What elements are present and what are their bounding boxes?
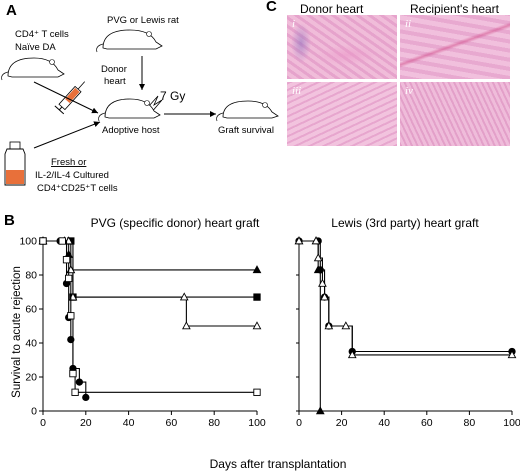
adoptive-host-rat-icon xyxy=(98,98,161,122)
series-line-filled-circle xyxy=(299,240,512,353)
cd4-label-2: Naïve DA xyxy=(15,42,56,53)
histology-image-i: i xyxy=(287,15,397,79)
data-point-open-triangle xyxy=(182,321,191,330)
data-point-open-triangle xyxy=(294,236,304,245)
syringe-icon xyxy=(54,81,86,115)
data-point-open-square xyxy=(65,274,73,283)
data-point-open-triangle xyxy=(252,321,262,330)
x-tick-label: 100 xyxy=(503,417,520,429)
adoptive-host-label: Adoptive host xyxy=(102,125,160,136)
data-point-filled-square xyxy=(253,293,261,301)
naive-cells-arrow xyxy=(33,81,99,114)
x-tick-label: 20 xyxy=(80,417,92,429)
x-tick-label: 40 xyxy=(123,417,135,429)
series-line-filled-square xyxy=(43,240,257,298)
series-line-filled-triangle xyxy=(43,240,257,271)
panel-a-schematic: A CD4⁺ T cells Naïve DA PVG or Lewis rat… xyxy=(1,2,279,194)
donor-rat-icon xyxy=(96,29,163,53)
cultured-cells-arrow xyxy=(33,121,101,149)
graft-survival-rat-icon xyxy=(216,100,279,122)
data-point-filled-triangle xyxy=(313,265,323,274)
chart-lewis-title: Lewis (3rd party) heart graft xyxy=(331,216,479,230)
panel-c-letter: C xyxy=(266,0,277,15)
x-tick-label: 100 xyxy=(248,417,266,429)
data-point-open-triangle xyxy=(347,350,357,359)
image-label-i: i xyxy=(292,18,296,30)
x-tick-label: 60 xyxy=(166,417,178,429)
series-line-filled-circle xyxy=(43,240,87,398)
data-point-open-triangle xyxy=(311,236,321,245)
y-axis-label: Survival to acute rejection xyxy=(11,266,23,398)
donor-heart-label-2: heart xyxy=(104,76,126,87)
data-point-open-triangle xyxy=(507,350,517,359)
panel-b-letter: B xyxy=(4,212,15,229)
y-tick-label: 0 xyxy=(31,406,37,418)
data-point-filled-triangle xyxy=(315,406,325,415)
rat-label: PVG or Lewis rat xyxy=(107,15,179,26)
data-point-open-square xyxy=(69,369,77,378)
cultured-label-1: Fresh or xyxy=(51,157,86,168)
culture-flask-icon xyxy=(4,141,26,186)
x-tick-label: 40 xyxy=(378,417,390,429)
y-tick-label: 100 xyxy=(19,236,37,248)
recipient-heart-column-title: Recipient's heart xyxy=(410,2,500,16)
data-point-open-triangle xyxy=(341,321,351,330)
y-tick-label: 60 xyxy=(25,304,37,316)
histology-image-ii: ii xyxy=(400,15,510,79)
cultured-label-3: CD4⁺CD25⁺T cells xyxy=(37,183,118,194)
chart-pvg-title: PVG (specific donor) heart graft xyxy=(91,216,260,230)
image-label-ii: ii xyxy=(405,18,412,30)
data-point-open-square xyxy=(71,388,79,396)
data-point-open-square xyxy=(62,256,71,264)
data-point-open-triangle xyxy=(179,292,189,301)
chart-lewis: Lewis (3rd party) heart graft 0 20 40 60 80 1… xyxy=(294,216,520,429)
y-tick-label: 80 xyxy=(25,270,37,282)
dose-label: 7 Gy xyxy=(160,89,185,103)
cd4-label-1: CD4⁺ T cells xyxy=(15,29,69,40)
histology-image-iii: iii xyxy=(287,82,397,146)
histology-image-iv: iv xyxy=(400,82,510,146)
panel-b-survival-charts: B Survival to acute rejection Days after… xyxy=(4,212,520,471)
data-point-open-square xyxy=(67,312,75,320)
x-axis-label: Days after transplantation xyxy=(210,457,347,471)
y-tick-label: 40 xyxy=(25,338,37,350)
cultured-label-2: IL-2/IL-4 Cultured xyxy=(35,170,109,181)
donor-heart-column-title: Donor heart xyxy=(300,2,364,16)
graft-survival-label: Graft survival xyxy=(218,125,274,136)
x-tick-label: 80 xyxy=(464,417,476,429)
data-point-open-square xyxy=(58,237,66,245)
data-point-filled-circle xyxy=(82,393,90,402)
data-point-open-triangle xyxy=(313,253,323,262)
data-point-filled-triangle xyxy=(252,265,262,274)
data-point-filled-circle xyxy=(75,378,84,386)
series-line-open-triangle xyxy=(299,240,512,356)
data-point-open-triangle xyxy=(320,292,329,301)
image-label-iv: iv xyxy=(405,85,413,97)
image-label-iii: iii xyxy=(292,85,302,97)
naive-rat-icon xyxy=(1,57,65,81)
series-line-open-triangle xyxy=(43,240,257,327)
x-tick-label: 20 xyxy=(336,417,348,429)
panel-a-letter: A xyxy=(6,2,17,19)
data-point-open-square xyxy=(39,237,47,245)
data-point-open-triangle xyxy=(318,278,327,287)
x-tick-label: 60 xyxy=(421,417,433,429)
x-tick-label: 80 xyxy=(208,417,220,429)
series-line-filled-triangle xyxy=(299,240,321,411)
y-tick-label: 20 xyxy=(25,372,37,384)
x-tick-label: 0 xyxy=(296,417,302,429)
chart-pvg: PVG (specific donor) heart graft 0 20 40 60… xyxy=(19,216,265,429)
data-point-open-triangle xyxy=(324,321,334,330)
x-tick-label: 0 xyxy=(40,417,46,429)
data-point-open-square xyxy=(253,388,261,396)
donor-heart-label-1: Donor xyxy=(101,64,127,75)
